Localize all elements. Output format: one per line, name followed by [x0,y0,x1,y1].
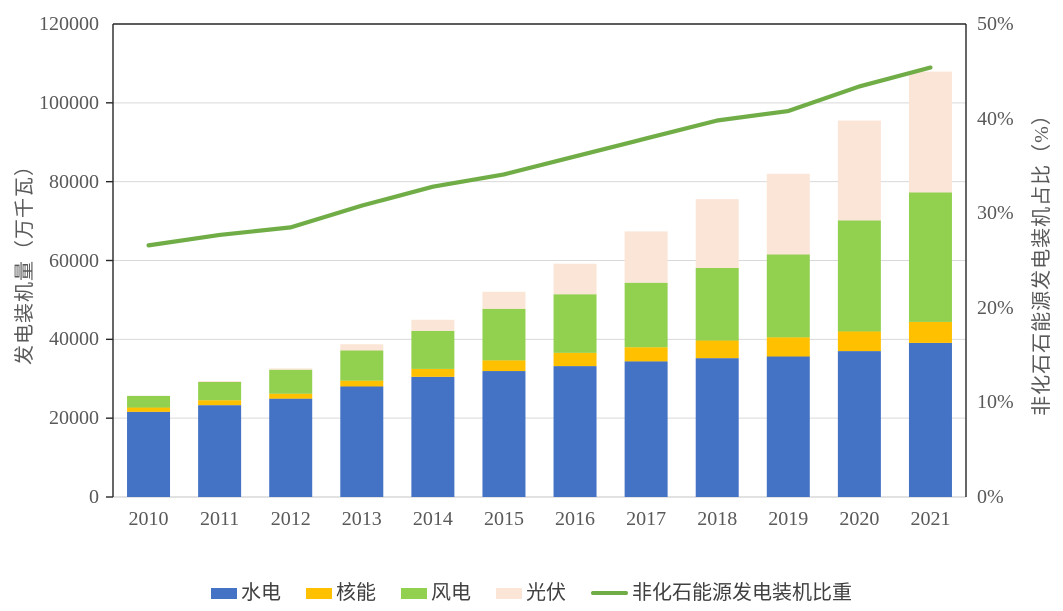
x-axis-label-2019: 2019 [768,508,809,530]
left-axis-tick-label: 100000 [39,91,99,114]
x-axis-label-2010: 2010 [128,508,169,530]
bar-segment-nuclear-2015 [482,360,526,372]
chart-legend: 水电 核能 风电 光伏 非化石能源发电装机比重 [0,581,1063,605]
x-axis-label-2011: 2011 [199,508,240,530]
bar-segment-solar-2016 [553,263,597,295]
right-axis-tick-label: 10% [977,391,1014,414]
x-axis-label-2014: 2014 [412,508,453,530]
bar-segment-hydro-2019 [766,356,810,497]
x-axis-label-2015: 2015 [483,508,524,530]
bar-segment-solar-2013 [340,344,384,351]
bar-segment-nuclear-2019 [766,337,810,357]
bar-segment-nuclear-2012 [269,393,313,399]
legend-label-nonfossil-share: 非化石能源发电装机比重 [632,582,852,604]
bar-segment-wind-2020 [837,220,881,332]
bar-segment-hydro-2017 [624,361,668,497]
legend-item-nuclear: 核能 [306,583,376,603]
bar-segment-wind-2018 [695,267,739,341]
bar-segment-nuclear-2011 [198,400,242,406]
bar-segment-wind-2019 [766,254,810,338]
bar-segment-hydro-2011 [198,405,242,497]
bar-segment-wind-2014 [411,330,455,369]
x-axis-label-2013: 2013 [341,508,382,530]
legend-label-hydro: 水电 [241,582,281,604]
x-axis-label-2017: 2017 [626,508,667,530]
legend-swatch-hydro [211,587,237,599]
bar-segment-nuclear-2010 [127,407,171,412]
bar-segment-hydro-2018 [695,358,739,497]
bar-segment-nuclear-2020 [837,331,881,352]
share-line [146,65,933,248]
bar-segment-nuclear-2021 [908,321,952,343]
right-axis-title: 非化石石能源发电装机占比（%） [1031,104,1053,416]
bar-segment-solar-2015 [482,291,526,309]
bar-segment-solar-2017 [624,231,668,283]
legend-item-nonfossil-share: 非化石能源发电装机比重 [591,583,852,603]
bar-segment-hydro-2013 [340,386,384,497]
bar-segment-solar-2020 [837,120,881,221]
bar-segment-hydro-2012 [269,398,313,497]
bar-segment-solar-2019 [766,173,810,255]
bar-segment-wind-2010 [127,395,171,408]
bar-segment-nuclear-2016 [553,352,597,367]
bar-segment-wind-2017 [624,282,668,348]
bar-segment-solar-2012 [269,368,313,370]
legend-item-hydro: 水电 [211,583,281,603]
legend-item-solar: 光伏 [496,583,566,603]
bar-segment-hydro-2020 [837,351,881,497]
left-axis-tick-label: 0 [89,486,99,508]
legend-swatch-nonfossil-share [591,591,628,595]
bar-segment-hydro-2016 [553,366,597,497]
bar-segment-nuclear-2014 [411,368,455,377]
bar-segment-wind-2015 [482,308,526,361]
right-axis-tick-label: 30% [977,202,1014,225]
x-axis-label-2018: 2018 [697,508,738,530]
bar-segment-wind-2016 [553,294,597,353]
bar-segment-wind-2011 [198,381,242,401]
bar-segment-wind-2012 [269,369,313,394]
legend-swatch-solar [496,587,522,599]
right-axis-tick-label: 50% [977,13,1014,35]
bar-segment-wind-2013 [340,350,384,381]
bar-segment-nuclear-2013 [340,380,384,387]
bar-segment-solar-2011 [198,381,242,382]
right-axis-tick-label: 40% [977,107,1014,130]
bar-segment-nuclear-2018 [695,340,739,359]
bar-segment-solar-2021 [908,71,952,193]
legend-swatch-wind [401,587,427,599]
left-axis-tick-label: 40000 [49,328,99,351]
left-axis-tick-label: 120000 [39,13,99,35]
left-axis-tick-label: 60000 [49,249,99,272]
bar-segment-hydro-2015 [482,371,526,497]
x-axis-label-2012: 2012 [270,508,311,530]
legend-label-nuclear: 核能 [336,582,376,604]
bar-segment-hydro-2010 [127,411,171,497]
legend-item-wind: 风电 [401,583,471,603]
bar-segment-hydro-2014 [411,376,455,497]
right-axis-tick-label: 0% [977,486,1004,508]
left-axis-tick-label: 80000 [49,170,99,193]
bar-segment-solar-2018 [695,199,739,268]
x-axis-label-2020: 2020 [839,508,880,530]
bar-segment-nuclear-2017 [624,347,668,362]
legend-label-solar: 光伏 [526,582,566,604]
x-axis-label-2016: 2016 [555,508,596,530]
bar-segment-solar-2014 [411,319,455,331]
left-axis-tick-label: 20000 [49,407,99,430]
legend-label-wind: 风电 [431,582,471,604]
bar-segment-hydro-2021 [908,342,952,497]
x-axis-label-2021: 2021 [910,508,951,530]
right-axis-tick-label: 20% [977,296,1014,319]
legend-swatch-nuclear [306,587,332,599]
bar-segment-wind-2021 [908,192,952,322]
